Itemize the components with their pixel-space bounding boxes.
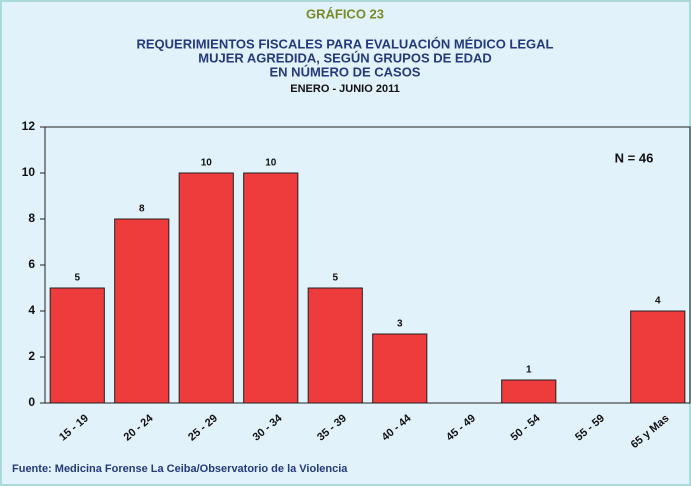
bar — [243, 172, 299, 404]
chart-title: EN NÚMERO DE CASOS — [270, 64, 421, 79]
chart-subtitle: ENERO - JUNIO 2011 — [290, 83, 399, 95]
data-label: 10 — [265, 158, 277, 169]
data-label: 8 — [139, 204, 145, 215]
y-tick-label: 12 — [22, 119, 36, 133]
data-label: 1 — [526, 365, 532, 376]
y-tick-label: 0 — [28, 395, 35, 409]
chart-title: REQUERIMIENTOS FISCALES PARA EVALUACIÓN … — [137, 36, 554, 51]
y-tick-label: 10 — [22, 165, 36, 179]
data-label: 5 — [74, 273, 80, 284]
bar — [372, 333, 428, 404]
data-label: 3 — [397, 319, 403, 330]
bar — [49, 287, 105, 404]
annotation: N = 46 — [615, 150, 654, 165]
bar — [307, 287, 363, 404]
chart-supertitle: GRÁFICO 23 — [306, 6, 384, 21]
y-tick-label: 2 — [28, 349, 35, 363]
data-label: 4 — [655, 296, 661, 307]
chart-title: MUJER AGREDIDA, SEGÚN GRUPOS DE EDAD — [198, 50, 492, 65]
source: Fuente: Medicina Forense La Ceiba/Observ… — [12, 463, 348, 475]
bar — [178, 172, 234, 404]
bar — [630, 310, 686, 404]
bar — [114, 218, 170, 404]
data-label: 10 — [201, 158, 213, 169]
bar — [501, 379, 557, 404]
y-tick-label: 6 — [28, 257, 35, 271]
y-tick-label: 8 — [28, 211, 35, 225]
y-tick-label: 4 — [28, 303, 35, 317]
data-label: 5 — [332, 273, 338, 284]
